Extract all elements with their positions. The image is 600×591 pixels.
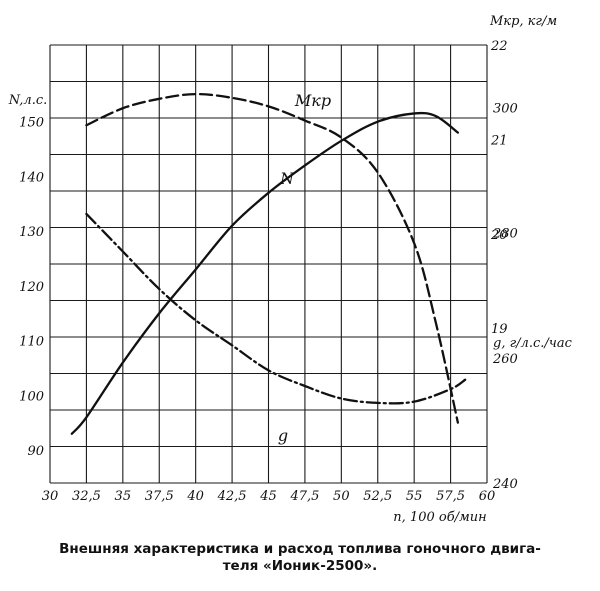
caption-line-1: Внешняя характеристика и расход топлива …: [59, 541, 541, 557]
x-tick-label-3: 37,5: [145, 489, 174, 504]
n-tick-label-6: 150: [19, 116, 44, 131]
g-tick-label-3: 300: [493, 102, 518, 117]
m-tick-label-0: 19: [491, 322, 508, 337]
x-tick-label-9: 52,5: [363, 489, 392, 504]
chart-curves: [70, 92, 467, 435]
n-tick-label-1: 100: [19, 389, 44, 404]
x-tick-label-2: 35: [115, 489, 132, 504]
chart-caption: Внешняя характеристика и расход топлива …: [0, 541, 600, 575]
series-name-2: g: [278, 426, 288, 445]
x-tick-label-4: 40: [186, 489, 204, 504]
n-tick-label-4: 130: [19, 225, 44, 240]
m-tick-label-3: 22: [490, 39, 508, 54]
series-line-0: [70, 111, 460, 435]
n-tick-label-5: 140: [19, 170, 44, 185]
m-tick-label-1: 20: [490, 228, 508, 243]
x-tick-label-7: 47,5: [289, 489, 319, 504]
x-tick-label-6: 45: [259, 489, 277, 504]
series-line-2: [85, 212, 467, 405]
engine-chart: 30 32,5 35 37,5 40 42,5 45 47,5 50 52,5 55 57,5 60 n,…: [8, 14, 573, 525]
x-tick-label-10: 55: [406, 489, 423, 504]
series-name-1: Мкр: [294, 91, 331, 110]
caption-line-2: теля «Ионик-2500».: [222, 558, 378, 574]
series-name-0: N: [279, 169, 295, 188]
chart-grid: [49, 44, 488, 484]
m-tick-label-2: 21: [490, 133, 508, 148]
x-tick-label-5: 42,5: [217, 489, 247, 504]
series-line-1: [85, 92, 460, 424]
x-tick-label-8: 50: [333, 489, 350, 504]
x-tick-label-0: 30: [42, 489, 59, 504]
n-axis-title: N,л.с.: [8, 93, 48, 108]
n-tick-label-3: 120: [19, 280, 44, 295]
chart-labels: 30 32,5 35 37,5 40 42,5 45 47,5 50 52,5 55 57,5 60 n,…: [8, 14, 573, 525]
x-tick-label-12: 60: [479, 489, 496, 504]
x-axis-title: n, 100 об/мин: [393, 510, 486, 525]
m-axis-title: Мкр, кг/м: [489, 14, 557, 29]
x-tick-label-1: 32,5: [72, 489, 101, 504]
g-tick-label-2: 280: [492, 227, 518, 242]
g-tick-label-1: 260: [492, 352, 518, 367]
g-tick-label-0: 240: [492, 477, 518, 492]
n-tick-label-2: 110: [19, 335, 44, 350]
n-tick-label-0: 90: [27, 444, 44, 459]
g-axis-title: g, г/л.с./час: [493, 336, 573, 351]
x-tick-label-11: 57,5: [436, 489, 465, 504]
